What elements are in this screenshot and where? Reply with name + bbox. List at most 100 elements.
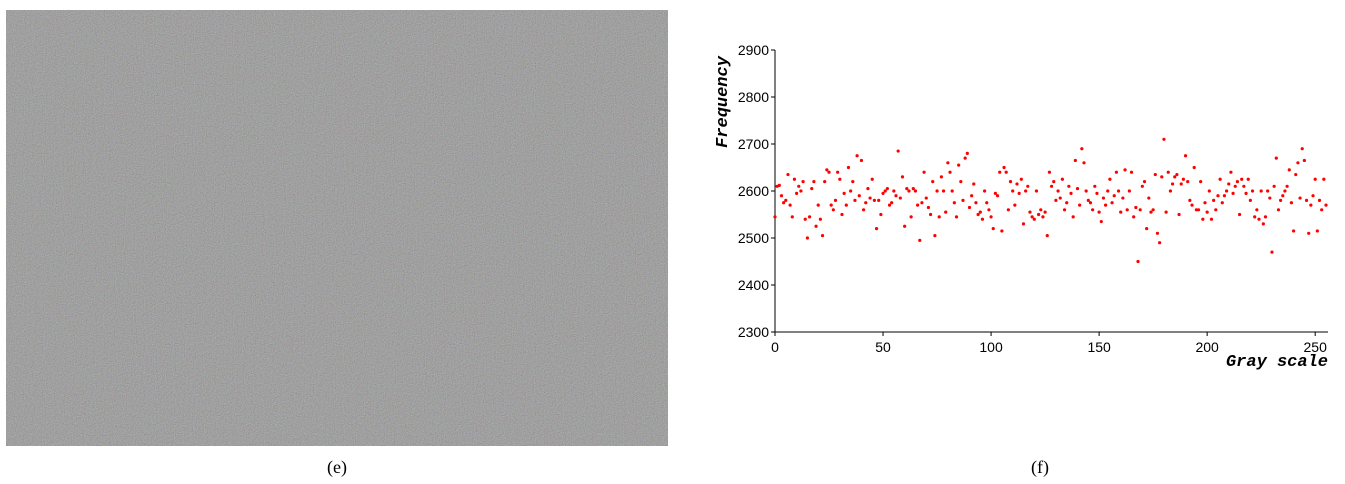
point: [773, 215, 776, 218]
point: [1216, 194, 1219, 197]
point: [1318, 199, 1321, 202]
point: [959, 180, 962, 183]
point: [1000, 229, 1003, 232]
point: [1186, 180, 1189, 183]
point: [1270, 251, 1273, 254]
point: [1301, 147, 1304, 150]
point: [910, 215, 913, 218]
point: [1264, 215, 1267, 218]
point: [1320, 208, 1323, 211]
point: [1212, 199, 1215, 202]
point: [860, 159, 863, 162]
x-tick-label: 50: [875, 339, 891, 355]
point: [968, 206, 971, 209]
point: [1210, 218, 1213, 221]
point: [1035, 189, 1038, 192]
point: [814, 225, 817, 228]
point: [912, 187, 915, 190]
point: [823, 180, 826, 183]
point: [873, 199, 876, 202]
point: [1059, 196, 1062, 199]
point: [1154, 173, 1157, 176]
point: [1188, 199, 1191, 202]
point: [925, 196, 928, 199]
point: [1227, 182, 1230, 185]
point: [1041, 215, 1044, 218]
x-tick-label: 100: [979, 339, 1003, 355]
point: [1214, 208, 1217, 211]
point: [1128, 189, 1131, 192]
point: [1110, 201, 1113, 204]
point: [784, 199, 787, 202]
point: [1069, 192, 1072, 195]
point: [1052, 180, 1055, 183]
point: [806, 236, 809, 239]
point: [1201, 218, 1204, 221]
point: [1175, 173, 1178, 176]
point: [1126, 208, 1129, 211]
point: [1119, 211, 1122, 214]
point: [875, 227, 878, 230]
point: [1266, 189, 1269, 192]
point: [1136, 260, 1139, 263]
point: [1314, 178, 1317, 181]
caption: (e): [327, 457, 347, 478]
page: {"figure": {"captions": ["(e)", "(f)"]},…: [0, 0, 1345, 484]
point: [916, 204, 919, 207]
point: [894, 194, 897, 197]
point: [927, 206, 930, 209]
point: [1238, 213, 1241, 216]
point: [1240, 178, 1243, 181]
point: [1098, 211, 1101, 214]
point: [964, 157, 967, 160]
point: [897, 149, 900, 152]
point: [890, 201, 893, 204]
point: [983, 189, 986, 192]
point: [931, 180, 934, 183]
point: [1156, 232, 1159, 235]
point: [922, 171, 925, 174]
point: [1143, 180, 1146, 183]
point: [1206, 211, 1209, 214]
y-tick-label: 2400: [738, 277, 769, 293]
point: [1273, 185, 1276, 188]
point: [918, 239, 921, 242]
point: [1031, 215, 1034, 218]
point: [1067, 185, 1070, 188]
point: [808, 215, 811, 218]
point: [1013, 204, 1016, 207]
point: [879, 213, 882, 216]
point: [899, 196, 902, 199]
point: [1087, 199, 1090, 202]
point: [1260, 189, 1263, 192]
point: [914, 189, 917, 192]
point: [1005, 171, 1008, 174]
point: [1102, 196, 1105, 199]
point: [1022, 222, 1025, 225]
point: [1275, 157, 1278, 160]
point: [1072, 215, 1075, 218]
point: [832, 208, 835, 211]
point: [780, 194, 783, 197]
point: [1208, 189, 1211, 192]
point: [789, 204, 792, 207]
point: [1180, 182, 1183, 185]
point: [998, 171, 1001, 174]
point: [1018, 192, 1021, 195]
point: [1039, 208, 1042, 211]
point: [1244, 192, 1247, 195]
point: [1290, 201, 1293, 204]
point: [903, 225, 906, 228]
point: [1054, 199, 1057, 202]
point: [793, 178, 796, 181]
point: [981, 218, 984, 221]
point: [1134, 206, 1137, 209]
point: [1292, 229, 1295, 232]
point: [1091, 208, 1094, 211]
point: [866, 187, 869, 190]
point: [795, 192, 798, 195]
point: [791, 215, 794, 218]
point: [856, 154, 859, 157]
point: [1171, 182, 1174, 185]
point: [933, 234, 936, 237]
